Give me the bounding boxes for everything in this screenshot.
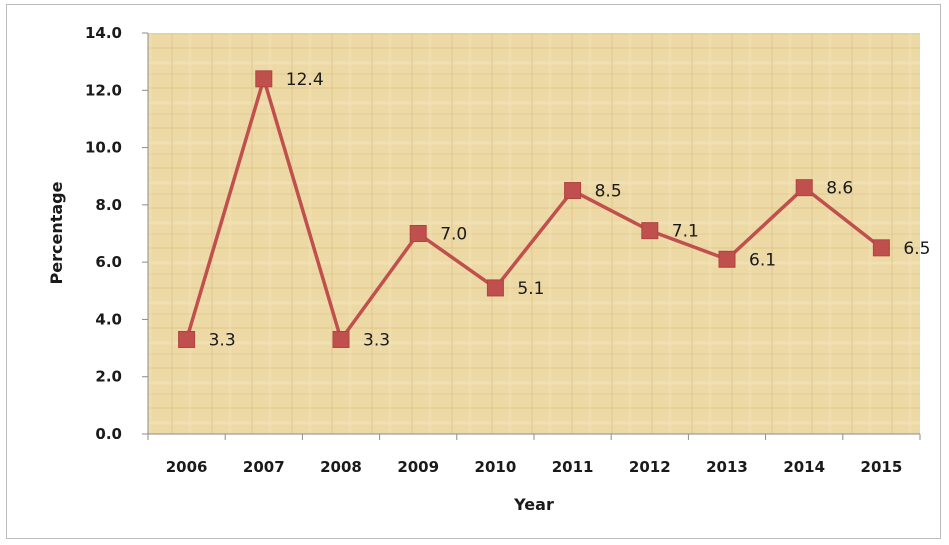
data-point-marker xyxy=(178,330,196,348)
series-line xyxy=(184,77,883,342)
data-point-marker xyxy=(564,182,582,200)
x-tick-label: 2010 xyxy=(475,458,517,476)
x-tick-label: 2008 xyxy=(320,458,362,476)
y-tick-label: 12.0 xyxy=(85,81,122,99)
x-tick-label: 2013 xyxy=(706,458,748,476)
x-axis-title: Year xyxy=(513,495,554,514)
x-tick-label: 2007 xyxy=(243,458,285,476)
x-tick-label: 2009 xyxy=(397,458,439,476)
data-label: 6.5 xyxy=(903,239,930,259)
x-tick-label: 2014 xyxy=(783,458,825,476)
y-axis-title: Percentage xyxy=(47,181,66,284)
data-label: 5.1 xyxy=(517,279,544,299)
data-label: 3.3 xyxy=(363,330,390,350)
x-tick-label: 2011 xyxy=(552,458,594,476)
data-label: 3.3 xyxy=(209,330,236,350)
y-tick-label: 14.0 xyxy=(85,24,122,42)
data-point-marker xyxy=(332,330,350,348)
data-label: 6.1 xyxy=(749,250,776,270)
data-label: 7.1 xyxy=(672,222,699,242)
data-point-marker xyxy=(409,225,427,242)
y-tick-label: 2.0 xyxy=(95,368,122,386)
data-label: 8.6 xyxy=(826,179,853,199)
y-tick-label: 0.0 xyxy=(95,425,122,443)
data-point-marker xyxy=(718,250,736,268)
y-tick-label: 6.0 xyxy=(95,253,122,271)
data-point-marker xyxy=(641,222,659,240)
data-point-marker xyxy=(255,70,273,88)
x-tick-label: 2012 xyxy=(629,458,671,476)
y-tick-label: 10.0 xyxy=(85,139,122,157)
data-label: 8.5 xyxy=(595,182,622,202)
data-label: 7.0 xyxy=(440,225,467,245)
data-label: 12.4 xyxy=(286,70,324,90)
y-tick-label: 4.0 xyxy=(95,310,122,328)
x-tick-label: 2006 xyxy=(166,458,208,476)
data-point-marker xyxy=(872,239,890,257)
data-point-marker xyxy=(795,179,813,197)
plot-area xyxy=(148,33,920,434)
data-point-marker xyxy=(486,279,504,297)
x-tick-label: 2015 xyxy=(861,458,903,476)
y-tick-label: 8.0 xyxy=(95,196,122,214)
